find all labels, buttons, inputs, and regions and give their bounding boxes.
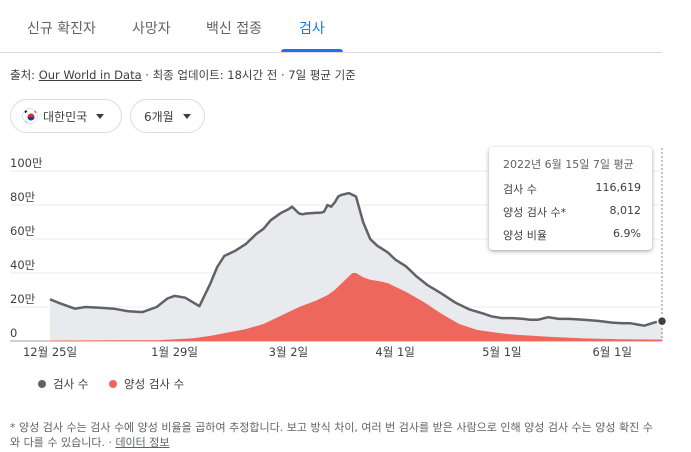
dropdown-caret-icon — [96, 113, 105, 119]
country-dropdown[interactable]: 대한민국 — [10, 99, 122, 133]
tooltip-row-rate: 양성 비율 6.9% — [503, 227, 641, 243]
tooltip-label: 검사 수 — [503, 183, 537, 196]
tests-line — [49, 191, 663, 327]
tab-new-cases[interactable]: 신규 확진자 — [27, 21, 96, 37]
legend-item-tests: 검사 수 — [38, 376, 88, 392]
chart-tooltip: 2022년 6월 15일 7일 평균 검사 수 116,619 양성 검사 수*… — [489, 147, 652, 250]
tooltip-value: 6.9% — [613, 227, 641, 240]
tooltip-row-positive: 양성 검사 수* 8,012 — [503, 204, 641, 220]
source-line: 출처: Our World in Data · 최종 업데이트: 18시간 전 … — [10, 67, 356, 83]
source-prefix: 출처: — [10, 68, 39, 82]
legend-item-positive: 양성 검사 수 — [109, 376, 184, 392]
y-tick-label: 20만 — [10, 292, 36, 306]
legend-label: 양성 검사 수 — [124, 377, 185, 391]
x-tick-label: 1월 29일 — [151, 345, 198, 359]
hover-point-marker — [656, 315, 668, 327]
source-link[interactable]: Our World in Data — [38, 68, 142, 82]
x-tick-label: 3월 2일 — [269, 345, 308, 359]
tab-deaths[interactable]: 사망자 — [132, 21, 171, 37]
positive-tests-area — [50, 273, 662, 341]
tab-tests[interactable]: 검사 — [299, 21, 325, 37]
tab-vaccinations[interactable]: 백신 접종 — [206, 21, 262, 37]
legend-label: 검사 수 — [53, 377, 89, 391]
period-dropdown[interactable]: 6개월 — [130, 99, 205, 133]
legend-dot — [38, 380, 46, 388]
x-axis-labels: 12월 25일 1월 29일 3월 2일 4월 1일 5월 1일 6월 1일 — [23, 345, 632, 359]
country-label: 대한민국 — [43, 109, 88, 124]
tests-area — [50, 193, 662, 341]
y-tick-label: 60만 — [10, 224, 36, 238]
korea-flag-icon — [22, 108, 38, 124]
footnote: * 양성 검사 수는 검사 수에 양성 비율을 곱하여 추정합니다. 보고 방식… — [10, 420, 660, 450]
x-tick-label: 6월 1일 — [592, 345, 631, 359]
dropdown-caret-icon — [182, 113, 191, 119]
x-tick-label: 5월 1일 — [482, 345, 521, 359]
y-tick-label: 40만 — [10, 258, 36, 272]
active-tab-indicator — [281, 49, 343, 52]
tooltip-date: 2022년 6월 15일 7일 평균 — [503, 158, 634, 171]
y-tick-label: 80만 — [10, 190, 36, 204]
source-suffix: · 최종 업데이트: 18시간 전 · 7일 평균 기준 — [141, 68, 356, 82]
tooltip-value: 8,012 — [609, 204, 642, 217]
y-tick-label: 0 — [10, 326, 17, 340]
period-label: 6개월 — [144, 109, 174, 124]
metric-tabs: 신규 확진자 사망자 백신 접종 검사 — [0, 0, 662, 53]
tooltip-row-tests: 검사 수 116,619 — [503, 181, 641, 197]
data-info-link[interactable]: 데이터 정보 — [115, 436, 170, 449]
tooltip-label: 양성 비율 — [503, 229, 547, 242]
x-tick-label: 12월 25일 — [23, 345, 77, 359]
x-tick-label: 4월 1일 — [375, 345, 414, 359]
legend-dot — [109, 380, 117, 388]
y-tick-label: 100만 — [10, 156, 43, 170]
tooltip-label: 양성 검사 수* — [503, 206, 567, 219]
tooltip-value: 116,619 — [595, 181, 642, 194]
y-axis-labels: 0 20만 40만 60만 80만 100만 — [10, 156, 43, 340]
footnote-text: * 양성 검사 수는 검사 수에 양성 비율을 곱하여 추정합니다. 보고 방식… — [10, 421, 653, 449]
